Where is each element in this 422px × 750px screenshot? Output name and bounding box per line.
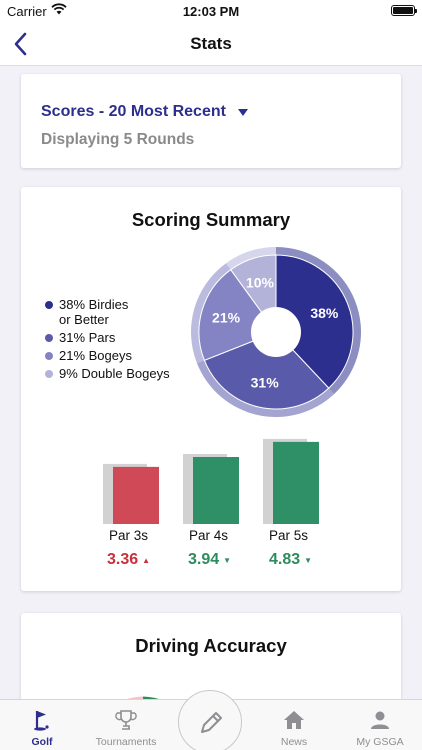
pie-legend: 38% Birdies or Better 31% Pars 21% Bogeys… xyxy=(45,297,170,384)
navigation-bar: Stats xyxy=(0,22,422,66)
wifi-icon xyxy=(51,3,67,18)
legend-label: 31% Pars xyxy=(59,330,116,345)
person-icon xyxy=(371,711,389,729)
status-bar: Carrier 12:03 PM xyxy=(0,0,422,22)
legend-item-bogeys: 21% Bogeys xyxy=(45,348,170,363)
trend-down-icon: ▼ xyxy=(304,555,313,565)
tab-my-gsga-label: My GSGA xyxy=(356,736,404,748)
pie-slice-0 xyxy=(275,254,354,389)
legend-label: 9% Double Bogeys xyxy=(59,366,170,381)
par-average-bar-chart xyxy=(103,438,319,524)
par5-value: 4.83 ▼ xyxy=(269,551,312,569)
back-button[interactable] xyxy=(10,30,34,58)
page-title: Stats xyxy=(190,34,232,53)
legend-line: or Better xyxy=(59,312,109,327)
legend-item-double-bogeys: 9% Double Bogeys xyxy=(45,366,170,381)
legend-dot xyxy=(45,370,53,378)
rounds-count-label: Displaying 5 Rounds xyxy=(41,131,195,148)
bar-par-3s xyxy=(113,466,159,524)
caret-down-icon xyxy=(237,108,248,116)
golf-flag-icon xyxy=(34,711,49,731)
scoring-pie-chart: 38% 31% 21% 10% xyxy=(191,247,361,417)
legend-dot xyxy=(45,352,53,360)
scores-card: Scores - 20 Most Recent Displaying 5 Rou… xyxy=(21,74,401,168)
pie-slice-label: 21% xyxy=(212,309,241,325)
legend-item-pars: 31% Pars xyxy=(45,330,170,345)
par4-value-text: 3.94 xyxy=(188,551,220,568)
legend-item-birdies: 38% Birdies or Better xyxy=(45,297,170,327)
tab-golf-label: Golf xyxy=(31,736,53,748)
par3-value-text: 3.36 xyxy=(107,551,139,568)
chevron-left-icon xyxy=(14,32,27,56)
pie-slice-1 xyxy=(203,331,330,410)
bar-par-4s xyxy=(193,457,239,524)
pie-slice-label: 10% xyxy=(246,275,275,291)
tab-tournaments-label: Tournaments xyxy=(95,736,157,748)
par3-value: 3.36 ▲ xyxy=(107,551,150,569)
par4-value: 3.94 ▼ xyxy=(188,551,231,569)
home-icon xyxy=(284,711,304,729)
legend-dot xyxy=(45,301,53,309)
add-score-button[interactable] xyxy=(178,690,242,750)
par4-label: Par 4s xyxy=(189,528,229,543)
legend-line: 38% Birdies xyxy=(59,297,129,312)
par5-value-text: 4.83 xyxy=(269,551,301,568)
clock: 12:03 PM xyxy=(182,4,240,19)
trend-down-icon: ▼ xyxy=(223,555,232,565)
tab-my-gsga[interactable]: My GSGA xyxy=(338,700,422,750)
trend-up-icon: ▲ xyxy=(142,555,151,565)
scoring-summary-title: Scoring Summary xyxy=(131,209,291,230)
tab-news[interactable]: News xyxy=(252,700,336,750)
tab-tournaments[interactable]: Tournaments xyxy=(84,700,168,750)
trophy-icon xyxy=(115,710,137,730)
par5-label: Par 5s xyxy=(269,528,309,543)
scores-range-dropdown[interactable]: Scores - 20 Most Recent xyxy=(41,103,248,121)
pencil-icon xyxy=(201,712,222,733)
pie-hole xyxy=(251,307,301,357)
legend-label: 38% Birdies or Better xyxy=(59,297,128,327)
scoring-summary-card: Scoring Summary 38% Birdies or Better 31%… xyxy=(21,187,401,591)
pie-slice-label: 38% xyxy=(310,305,339,321)
battery-icon xyxy=(391,5,417,16)
pie-slice-label: 31% xyxy=(251,375,280,391)
scores-range-label: Scores - 20 Most Recent xyxy=(41,103,226,120)
bar-par-5s xyxy=(273,441,319,524)
tab-news-label: News xyxy=(280,736,308,748)
carrier-label: Carrier xyxy=(7,4,47,19)
tab-golf[interactable]: Golf xyxy=(0,700,84,750)
driving-accuracy-title: Driving Accuracy xyxy=(135,635,287,656)
par3-label: Par 3s xyxy=(109,528,149,543)
legend-label: 21% Bogeys xyxy=(59,348,132,363)
legend-dot xyxy=(45,334,53,342)
